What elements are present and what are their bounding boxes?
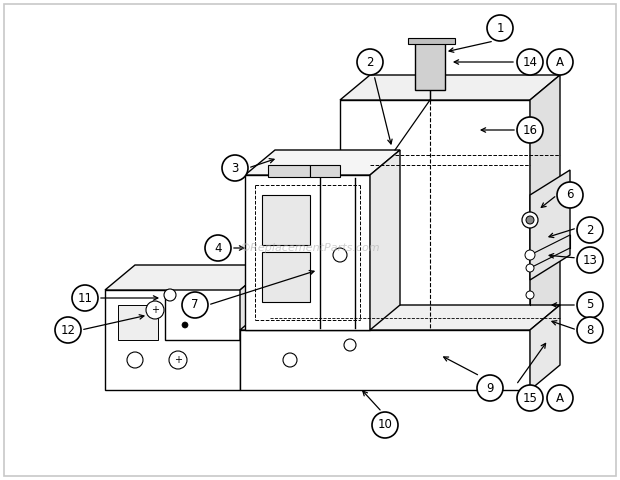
Circle shape	[344, 339, 356, 351]
Polygon shape	[105, 290, 240, 390]
Circle shape	[522, 212, 538, 228]
Circle shape	[577, 247, 603, 273]
Circle shape	[577, 217, 603, 243]
Text: 13: 13	[583, 253, 598, 266]
Polygon shape	[310, 165, 340, 177]
Text: 16: 16	[523, 123, 538, 136]
Polygon shape	[240, 305, 560, 330]
Circle shape	[127, 352, 143, 368]
Text: 6: 6	[566, 189, 574, 202]
Polygon shape	[530, 170, 570, 280]
Circle shape	[577, 292, 603, 318]
Circle shape	[169, 351, 187, 369]
Polygon shape	[530, 305, 560, 390]
Polygon shape	[262, 252, 310, 302]
Polygon shape	[340, 100, 530, 330]
Circle shape	[525, 250, 535, 260]
Polygon shape	[105, 265, 270, 290]
Text: 9: 9	[486, 382, 494, 395]
Polygon shape	[262, 195, 310, 245]
Text: +: +	[174, 355, 182, 365]
Circle shape	[487, 15, 513, 41]
Circle shape	[577, 317, 603, 343]
Circle shape	[547, 385, 573, 411]
Circle shape	[205, 235, 231, 261]
Text: 4: 4	[215, 241, 222, 254]
Circle shape	[333, 248, 347, 262]
Polygon shape	[268, 165, 310, 177]
Polygon shape	[340, 75, 560, 100]
Text: ©ReplacementParts.com: ©ReplacementParts.com	[240, 243, 380, 253]
Circle shape	[517, 49, 543, 75]
Circle shape	[283, 353, 297, 367]
Text: 14: 14	[523, 56, 538, 69]
Circle shape	[146, 301, 164, 319]
Circle shape	[72, 285, 98, 311]
Circle shape	[357, 49, 383, 75]
Circle shape	[372, 412, 398, 438]
Text: 3: 3	[231, 161, 239, 175]
Polygon shape	[245, 175, 370, 330]
Text: 5: 5	[587, 299, 594, 312]
Text: 2: 2	[587, 224, 594, 237]
Circle shape	[477, 375, 503, 401]
Circle shape	[182, 322, 188, 328]
Text: A: A	[556, 56, 564, 69]
Circle shape	[164, 289, 176, 301]
Circle shape	[526, 264, 534, 272]
Text: A: A	[556, 392, 564, 405]
Circle shape	[222, 155, 248, 181]
Text: 12: 12	[61, 324, 76, 336]
Text: 8: 8	[587, 324, 594, 336]
Circle shape	[182, 292, 208, 318]
Polygon shape	[370, 150, 400, 330]
Polygon shape	[118, 305, 158, 340]
Circle shape	[547, 49, 573, 75]
Circle shape	[55, 317, 81, 343]
Polygon shape	[245, 150, 400, 175]
Polygon shape	[408, 38, 455, 44]
Text: 1: 1	[496, 22, 503, 35]
Circle shape	[557, 182, 583, 208]
Text: 10: 10	[378, 419, 392, 432]
Polygon shape	[240, 330, 530, 390]
Circle shape	[517, 117, 543, 143]
Text: 2: 2	[366, 56, 374, 69]
Text: 15: 15	[523, 392, 538, 405]
Polygon shape	[240, 265, 270, 340]
Text: 7: 7	[191, 299, 199, 312]
Text: +: +	[151, 305, 159, 315]
Circle shape	[517, 385, 543, 411]
Polygon shape	[530, 75, 560, 330]
Polygon shape	[415, 40, 445, 90]
Circle shape	[526, 291, 534, 299]
Text: 11: 11	[78, 291, 92, 304]
Circle shape	[526, 216, 534, 224]
